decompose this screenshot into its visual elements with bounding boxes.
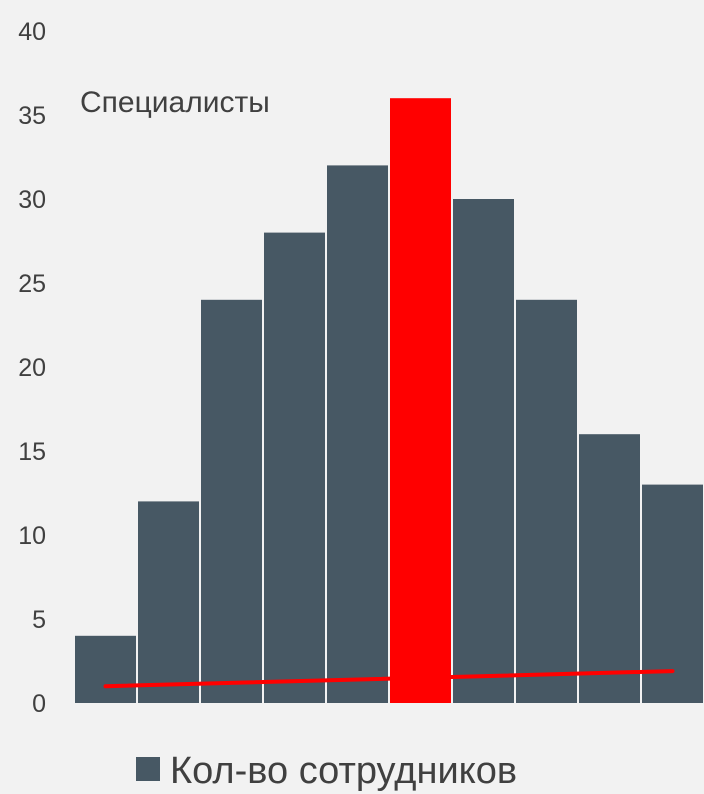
trend-line [103, 669, 675, 689]
histogram-bar [516, 299, 577, 703]
trend-line-group [103, 669, 675, 689]
histogram-bar [327, 165, 388, 703]
legend-label: Кол-во сотрудников [170, 750, 517, 792]
y-tick-label: 40 [18, 18, 46, 46]
histogram-bar [264, 232, 325, 703]
histogram-bar [453, 199, 514, 703]
y-axis: 0 5 10 15 20 25 30 35 40 [18, 18, 46, 718]
histogram-bar [642, 484, 703, 703]
y-tick-label: 0 [32, 690, 46, 718]
histogram-bar-highlight [390, 98, 451, 703]
y-tick-label: 25 [18, 270, 46, 298]
bars [75, 98, 703, 703]
y-tick-label: 5 [32, 606, 46, 634]
y-tick-label: 15 [18, 438, 46, 466]
legend: Кол-во сотрудников [136, 750, 517, 792]
y-tick-label: 20 [18, 354, 46, 382]
legend-swatch [136, 757, 160, 781]
histogram-bar [201, 299, 262, 703]
histogram-bar [138, 501, 199, 703]
y-tick-label: 35 [18, 102, 46, 130]
histogram-bar [579, 434, 640, 703]
y-tick-label: 30 [18, 186, 46, 214]
chart-title: Специалисты [80, 86, 270, 119]
y-tick-label: 10 [18, 522, 46, 550]
histogram-bar [75, 635, 136, 703]
